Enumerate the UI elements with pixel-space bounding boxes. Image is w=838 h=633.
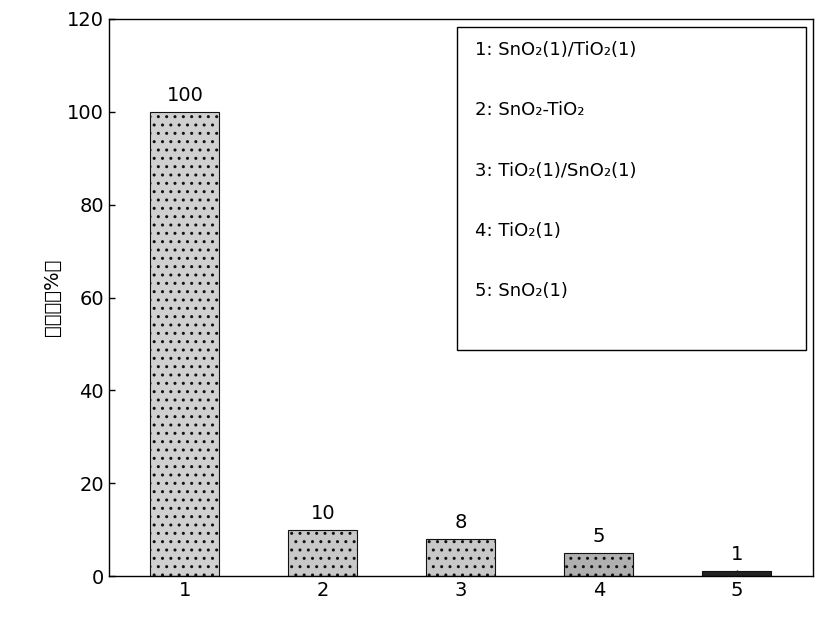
Text: 100: 100 (167, 86, 204, 105)
Text: 3: TiO₂(1)/SnO₂(1): 3: TiO₂(1)/SnO₂(1) (475, 161, 637, 180)
Bar (150, 112, 220, 576)
Text: 4: TiO₂(1): 4: TiO₂(1) (475, 222, 561, 240)
FancyBboxPatch shape (458, 27, 806, 351)
Bar (565, 553, 634, 576)
Text: 1: SnO₂(1)/TiO₂(1): 1: SnO₂(1)/TiO₂(1) (475, 41, 636, 60)
Bar (702, 572, 772, 576)
Text: 8: 8 (455, 513, 467, 532)
Bar (288, 530, 357, 576)
Y-axis label: 转化率（%）: 转化率（%） (43, 259, 61, 336)
Bar (427, 539, 495, 576)
Text: 1: 1 (731, 546, 743, 565)
Text: 5: 5 (592, 527, 605, 546)
Text: 10: 10 (311, 504, 335, 523)
Text: 2: SnO₂-TiO₂: 2: SnO₂-TiO₂ (475, 101, 584, 120)
Text: 5: SnO₂(1): 5: SnO₂(1) (475, 282, 568, 300)
